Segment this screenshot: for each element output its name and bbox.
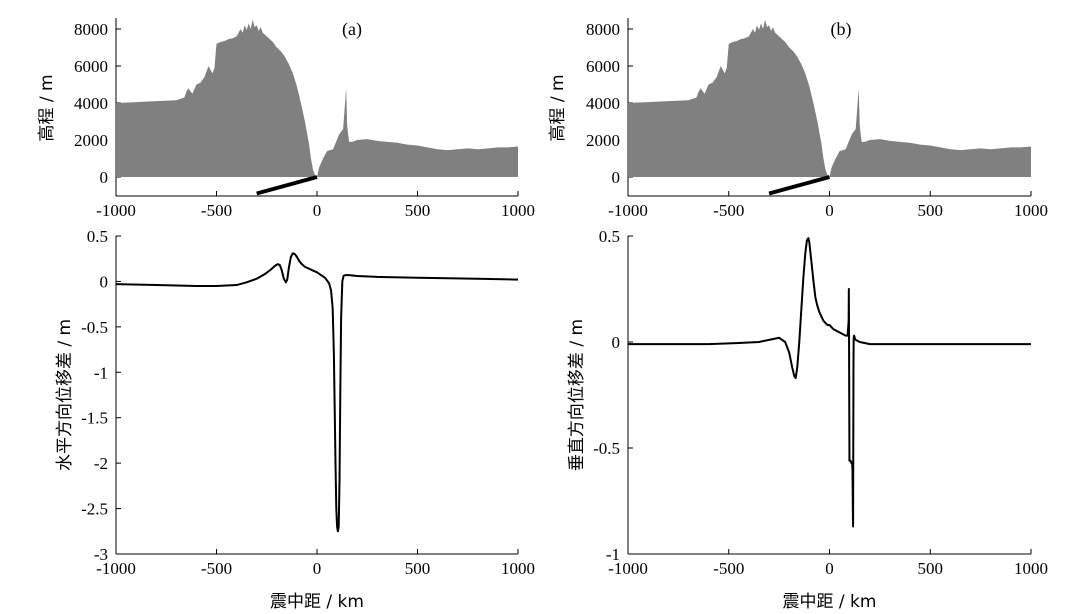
y-tick-label: 0	[100, 272, 109, 291]
x-tick-label: 0	[825, 559, 834, 578]
x-tick-label: -500	[201, 201, 232, 220]
y-axis-label: 高程 / m	[37, 74, 57, 141]
x-tick-label: 1000	[1014, 559, 1048, 578]
displacement-line	[628, 237, 1031, 528]
y-tick-label: 6000	[586, 57, 620, 76]
y-tick-label: -2.5	[81, 500, 108, 519]
elevation-panel-b: -1000 -500 0 500 1000 0 2000 4000 6000 8000 (b) 高程 …	[548, 18, 1048, 220]
x-tick-label: 1000	[501, 201, 535, 220]
x-tick-label: 0	[825, 201, 834, 220]
x-tick-label: -1000	[608, 201, 648, 220]
y-tick-label: 4000	[74, 94, 108, 113]
y-tick-label: 6000	[74, 57, 108, 76]
y-tick-label: 8000	[586, 20, 620, 39]
x-tick-label: -500	[201, 559, 232, 578]
x-tick-label: 500	[405, 559, 431, 578]
elevation-area	[116, 19, 518, 177]
x-tick-label: -500	[713, 201, 744, 220]
y-tick-label: 0	[100, 168, 109, 187]
x-tick-label: 500	[405, 201, 431, 220]
x-tick-label: 0	[313, 559, 322, 578]
y-tick-label: -1	[94, 363, 108, 382]
x-tick-label: 1000	[501, 559, 535, 578]
y-tick-label: 4000	[586, 94, 620, 113]
y-tick-label: -1.5	[81, 409, 108, 428]
displacement-line	[115, 252, 519, 533]
y-tick-label: 8000	[74, 20, 108, 39]
x-tick-label: -1000	[96, 559, 136, 578]
x-tick-label: 500	[918, 201, 944, 220]
y-tick-label: -0.5	[593, 439, 620, 458]
y-tick-label: -2	[94, 454, 108, 473]
x-tick-label: -500	[713, 559, 744, 578]
x-tick-label: -1000	[96, 201, 136, 220]
x-tick-label: -1000	[608, 559, 648, 578]
y-axis-label: 水平方向位移差 / m	[55, 319, 75, 471]
horizontal-displacement-panel: -1000 -500 0 500 1000 0.5 0 -0.5 -1 -1.5 -2 -2.5 -3 震…	[55, 227, 535, 612]
x-axis-label: 震中距 / km	[783, 592, 877, 612]
panel-label: (b)	[831, 19, 852, 40]
x-tick-label: 500	[918, 559, 944, 578]
y-tick-label: 0	[612, 333, 621, 352]
x-tick-label: 0	[313, 201, 322, 220]
y-tick-label: 2000	[74, 131, 108, 150]
y-axis-label: 高程 / m	[548, 74, 568, 141]
fault-trace-line	[256, 175, 318, 196]
y-axis-label: 垂直方向位移差 / m	[567, 319, 587, 471]
vertical-displacement-panel: -1000 -500 0 500 1000 0.5 0 -0.5 -1 震中距 / km 垂直方向位…	[567, 227, 1048, 612]
x-axis-label: 震中距 / km	[270, 592, 364, 612]
y-tick-label: -1	[606, 545, 620, 564]
y-tick-label: -3	[94, 545, 108, 564]
panel-label: (a)	[342, 19, 362, 40]
x-tick-label: 1000	[1014, 201, 1048, 220]
y-tick-label: 0.5	[87, 227, 108, 246]
elevation-panel-a: -1000 -500 0 500 1000 0 2000 4000 6000 8000 (a) 高程 …	[37, 18, 535, 220]
elevation-area	[628, 19, 1031, 177]
y-tick-label: 0	[612, 168, 621, 187]
fault-trace-line	[768, 175, 831, 196]
y-tick-label: 0.5	[599, 227, 620, 246]
y-tick-label: 2000	[586, 131, 620, 150]
y-tick-label: -0.5	[81, 318, 108, 337]
